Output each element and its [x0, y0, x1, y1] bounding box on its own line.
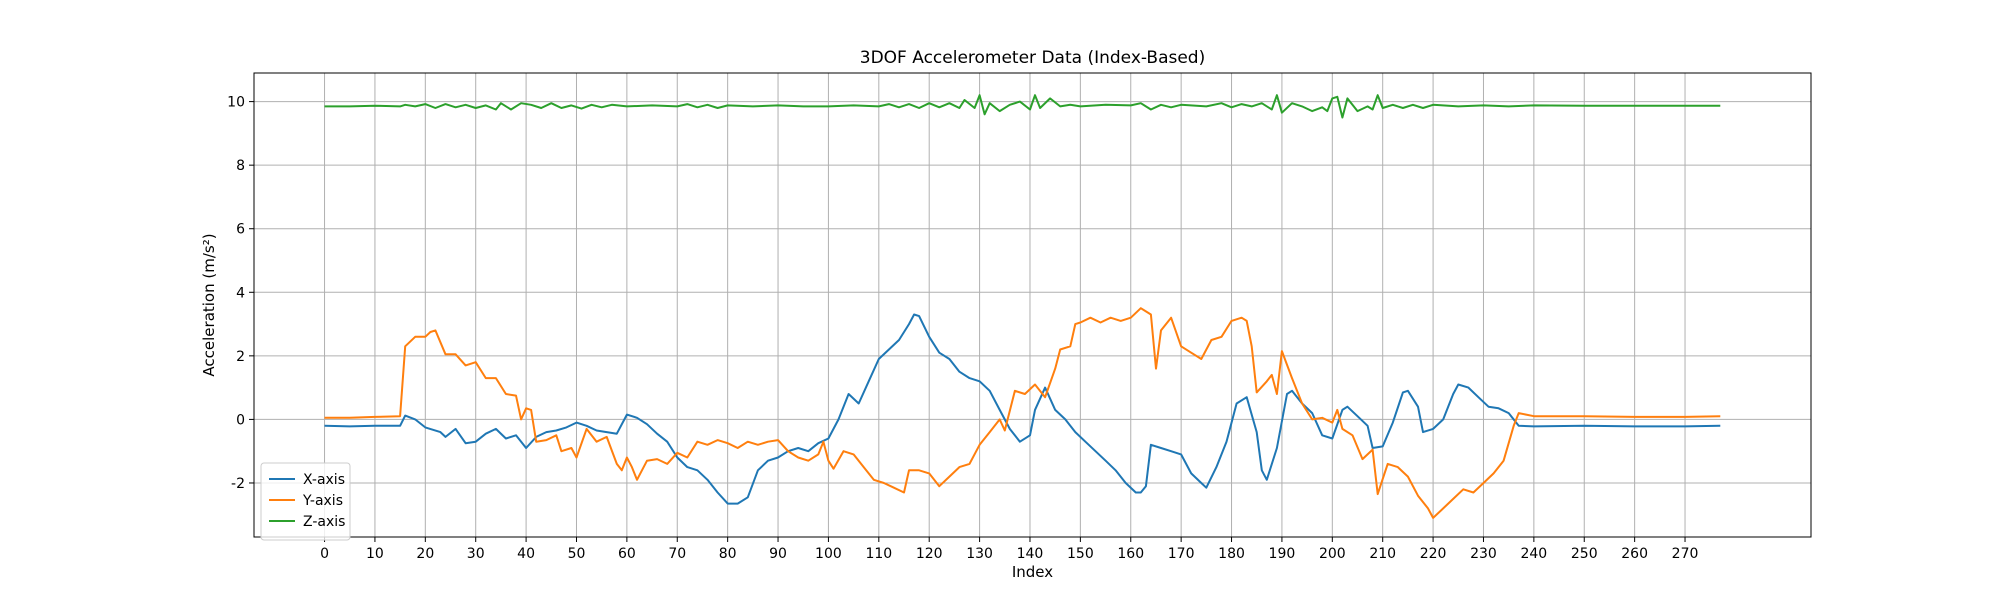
- x-tick-label: 80: [719, 546, 737, 562]
- x-tick-label: 50: [568, 546, 586, 562]
- x-tick-label: 270: [1672, 546, 1699, 562]
- x-tick-label: 60: [618, 546, 636, 562]
- x-tick-label: 190: [1269, 546, 1296, 562]
- x-tick-label: 160: [1117, 546, 1144, 562]
- x-tick-label: 130: [966, 546, 993, 562]
- series-line-2: [324, 307, 1721, 519]
- y-tick-label: 4: [236, 285, 245, 301]
- x-axis-label: Index: [1012, 563, 1053, 581]
- x-tick-label: 30: [467, 546, 485, 562]
- x-tick-label: 240: [1520, 546, 1547, 562]
- x-tick-label: 110: [865, 546, 892, 562]
- x-tick-label: 100: [815, 546, 842, 562]
- x-tick-label: 120: [916, 546, 943, 562]
- series-line-3: [324, 94, 1721, 119]
- y-axis-label: Acceleration (m/s²): [200, 233, 218, 376]
- x-tick-label: 140: [1017, 546, 1044, 562]
- x-tick-label: 230: [1470, 546, 1497, 562]
- x-tick-label: 220: [1420, 546, 1447, 562]
- legend: X-axis Y-axis Z-axis: [260, 462, 351, 541]
- legend-label: X-axis: [303, 472, 345, 488]
- x-tick-label: 20: [416, 546, 434, 562]
- x-tick-label: 10: [366, 546, 384, 562]
- y-tick-label: 10: [227, 95, 245, 111]
- legend-label: Y-axis: [302, 493, 343, 509]
- x-tick-label: 0: [320, 546, 329, 562]
- x-tick-label: 90: [769, 546, 787, 562]
- x-tick-label: 150: [1067, 546, 1094, 562]
- y-tick-label: 2: [236, 349, 245, 365]
- series-layer: [324, 94, 1721, 519]
- x-tick-label: 180: [1218, 546, 1245, 562]
- x-tick-label: 170: [1168, 546, 1195, 562]
- y-tick-label: -2: [231, 476, 245, 492]
- x-tick-label: 70: [668, 546, 686, 562]
- y-tick-label: 0: [236, 412, 245, 428]
- y-axis-ticks: -2 0 2 4 6 8 10: [227, 95, 254, 492]
- legend-label: Z-axis: [303, 514, 345, 530]
- x-axis-ticks: 0 10 20 30 40 50 60 70 80 90 100 110 120 130 140 150 160…: [320, 537, 1698, 562]
- x-tick-label: 260: [1621, 546, 1648, 562]
- series-line-1: [324, 313, 1721, 505]
- y-tick-label: 8: [236, 158, 245, 174]
- y-tick-label: 6: [236, 222, 245, 238]
- x-tick-label: 250: [1571, 546, 1598, 562]
- chart-title: 3DOF Accelerometer Data (Index-Based): [860, 48, 1205, 68]
- plot-frame: [253, 72, 1812, 538]
- x-tick-label: 200: [1319, 546, 1346, 562]
- x-tick-label: 210: [1369, 546, 1396, 562]
- x-tick-label: 40: [517, 546, 535, 562]
